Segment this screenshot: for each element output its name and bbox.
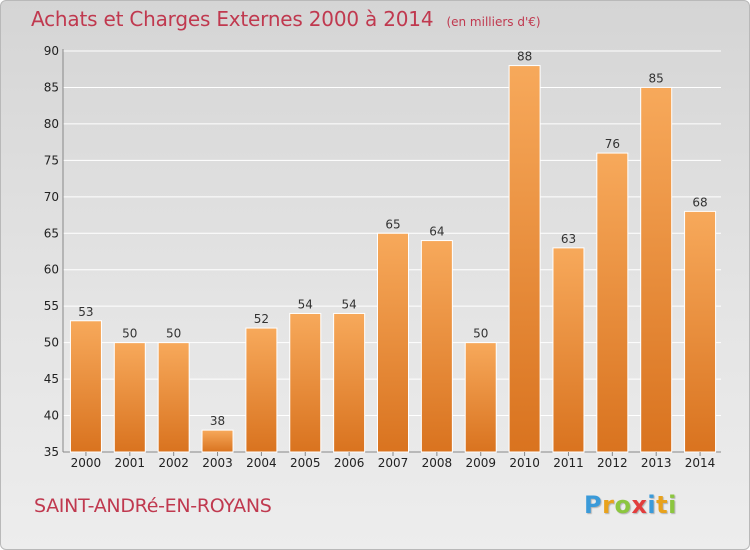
y-tick-label: 45 <box>44 372 59 386</box>
value-label: 63 <box>561 232 576 246</box>
x-tick-label: 2010 <box>509 456 540 470</box>
value-label: 65 <box>385 217 400 231</box>
x-tick-label: 2012 <box>597 456 628 470</box>
chart-unit: (en milliers d'€) <box>446 15 541 29</box>
bar <box>333 312 366 453</box>
x-tick-label: 2001 <box>115 456 146 470</box>
logo-letter: r <box>602 491 615 519</box>
value-label: 54 <box>298 297 313 311</box>
chart-title-row: Achats et Charges Externes 2000 à 2014 (… <box>31 7 541 31</box>
value-label: 38 <box>210 414 225 428</box>
value-label: 64 <box>429 225 444 239</box>
y-tick-label: 80 <box>44 117 59 131</box>
y-tick-label: 40 <box>44 409 59 423</box>
logo-letter: P <box>584 491 603 519</box>
logo-letter: i <box>668 491 677 519</box>
bar <box>508 65 541 453</box>
logo-letter: o <box>614 491 632 519</box>
y-tick-label: 85 <box>44 80 59 94</box>
x-tick-label: 2014 <box>685 456 716 470</box>
value-label: 50 <box>473 327 488 341</box>
bar <box>201 429 234 453</box>
bar <box>377 232 409 453</box>
value-label: 50 <box>122 327 137 341</box>
x-tick-label: 2011 <box>553 456 584 470</box>
y-tick-label: 65 <box>44 226 59 240</box>
bar <box>289 312 322 453</box>
y-tick-label: 70 <box>44 190 59 204</box>
value-label: 88 <box>517 50 532 64</box>
x-tick-label: 2003 <box>202 456 233 470</box>
y-tick-label: 50 <box>44 336 59 350</box>
value-label: 50 <box>166 327 181 341</box>
logo-letter: x <box>631 491 648 519</box>
logo-letter: t <box>656 491 669 519</box>
commune-name: SAINT-ANDRé-EN-ROYANS <box>34 495 272 517</box>
value-label: 76 <box>605 137 620 151</box>
y-tick-label: 75 <box>44 153 59 167</box>
value-label: 54 <box>341 297 356 311</box>
bar <box>245 327 278 453</box>
bar <box>113 342 146 453</box>
y-tick-label: 60 <box>44 263 59 277</box>
bar <box>640 86 673 453</box>
bar <box>684 210 717 453</box>
x-tick-label: 2002 <box>158 456 189 470</box>
x-tick-label: 2006 <box>334 456 365 470</box>
bar <box>420 240 453 453</box>
value-label: 68 <box>692 195 707 209</box>
x-tick-label: 2004 <box>246 456 277 470</box>
x-tick-label: 2013 <box>641 456 672 470</box>
value-label: 53 <box>78 305 93 319</box>
y-tick-label: 35 <box>44 445 59 459</box>
value-label: 52 <box>254 312 269 326</box>
chart-title: Achats et Charges Externes 2000 à 2014 <box>31 7 434 31</box>
x-tick-label: 2008 <box>422 456 453 470</box>
logo-letter: i <box>647 491 657 519</box>
x-tick-label: 2005 <box>290 456 321 470</box>
bar <box>596 152 629 453</box>
value-label: 85 <box>649 71 664 85</box>
x-tick-label: 2000 <box>71 456 102 470</box>
x-tick-label: 2007 <box>378 456 409 470</box>
x-tick-label: 2009 <box>465 456 496 470</box>
y-tick-label: 90 <box>44 44 59 58</box>
y-tick-label: 55 <box>44 299 59 313</box>
bar <box>157 342 190 453</box>
bar <box>464 342 497 453</box>
bar <box>552 247 585 453</box>
bar <box>69 320 102 453</box>
proxiti-logo[interactable]: Proxiti <box>584 491 677 519</box>
